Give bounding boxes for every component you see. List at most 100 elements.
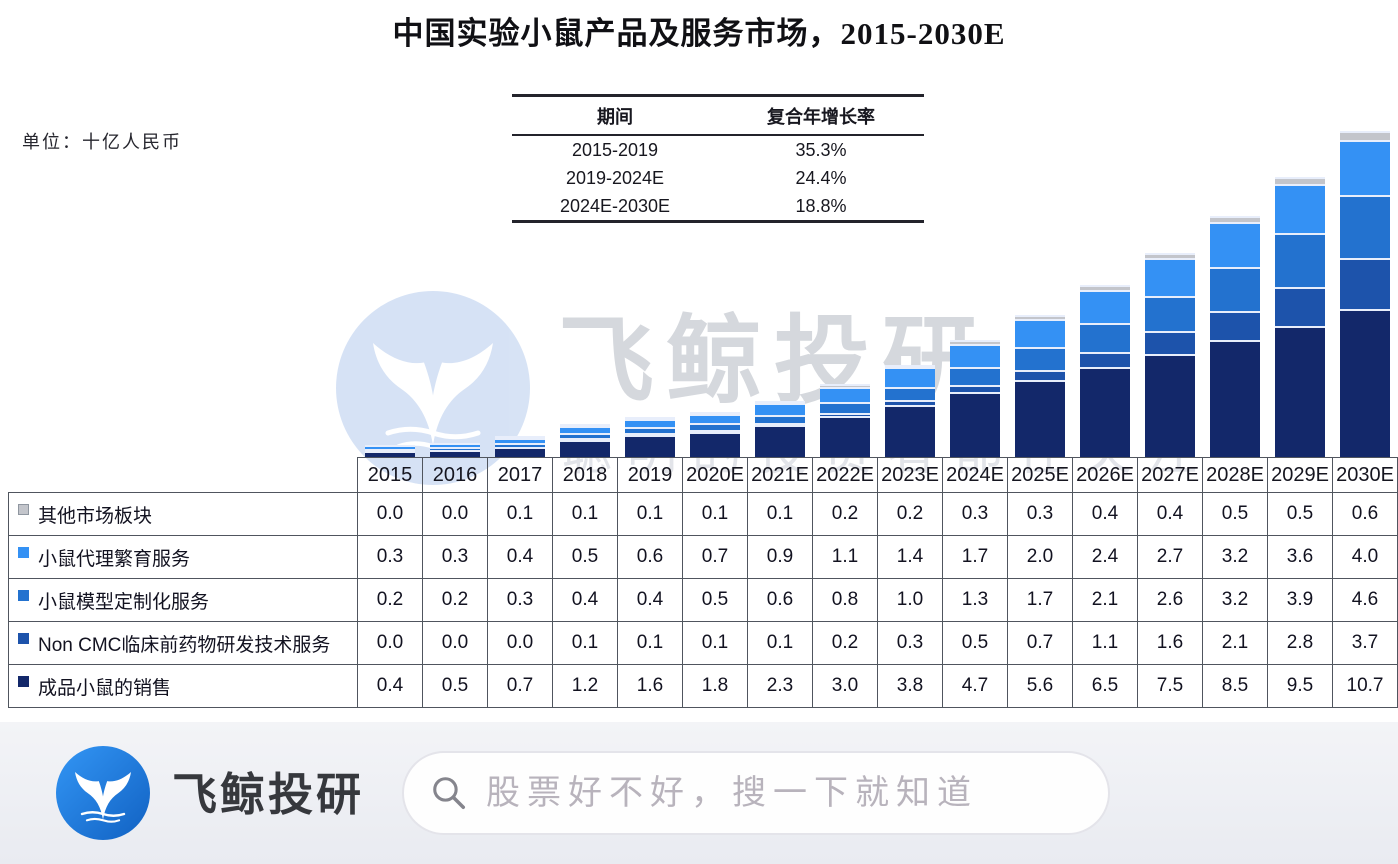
value-cell: 2.3	[747, 664, 813, 708]
value-cell: 0.0	[422, 492, 488, 536]
value-cell: 0.5	[552, 535, 618, 579]
bar-2023E	[878, 125, 943, 457]
bar-segment	[754, 415, 805, 424]
bar-segment	[754, 402, 805, 415]
bar-segment	[429, 450, 480, 457]
year-header-cell: 2024E	[942, 457, 1008, 493]
value-cell: 0.2	[812, 621, 878, 665]
value-cell: 7.5	[1137, 664, 1203, 708]
value-cell: 8.5	[1202, 664, 1268, 708]
cagr-table: 期间 复合年增长率 2015-2019 35.3% 2019-2024E 24.4% 2…	[512, 94, 924, 223]
value-cell: 0.9	[747, 535, 813, 579]
year-header-cell: 2028E	[1202, 457, 1268, 493]
bar-segment	[1080, 352, 1131, 368]
value-cell: 1.4	[877, 535, 943, 579]
bar-segment	[1210, 339, 1261, 457]
value-cell: 0.5	[942, 621, 1008, 665]
bar-segment	[885, 404, 936, 457]
bar-segment	[559, 432, 610, 439]
value-cell: 3.6	[1267, 535, 1333, 579]
table-row: 小鼠模型定制化服务 0.2 0.2 0.3 0.4 0.4 0.5 0.6 0.8 1.0 1.3 1…	[8, 578, 1398, 622]
search-icon	[433, 777, 466, 810]
bar-segment	[1340, 258, 1391, 310]
bar-segment	[950, 339, 1001, 344]
cagr-cell: 2015-2019	[571, 140, 659, 160]
year-header-cell: 2026E	[1072, 457, 1138, 493]
value-cell: 0.0	[422, 621, 488, 665]
value-cell: 1.3	[942, 578, 1008, 622]
value-cell: 0.6	[747, 578, 813, 622]
bar-segment	[559, 438, 610, 441]
value-cell: 0.0	[357, 621, 423, 665]
table-row: 小鼠代理繁育服务 0.3 0.3 0.4 0.5 0.6 0.7 0.9 1.1 1.4 1.7 2.…	[8, 535, 1398, 579]
year-header-cell: 2016	[422, 457, 488, 493]
value-cell: 0.4	[357, 664, 423, 708]
bar-segment	[950, 367, 1001, 386]
bar-2019	[617, 125, 682, 457]
cagr-row: 2019-2024E 24.4%	[512, 164, 924, 192]
bar-segment	[885, 367, 936, 387]
bar-segment	[494, 435, 545, 438]
bar-segment	[1340, 194, 1391, 259]
value-cell: 0.4	[487, 535, 553, 579]
value-cell: 1.1	[812, 535, 878, 579]
search-input[interactable]	[484, 772, 1108, 814]
bar-segment	[1210, 310, 1261, 340]
brand-name: 飞鲸投研	[172, 769, 365, 820]
year-header-cell: 2017	[487, 457, 553, 493]
bar-2024E	[943, 125, 1008, 457]
bar-segment	[819, 386, 870, 402]
bar-segment	[819, 412, 870, 416]
bar-segment	[754, 423, 805, 426]
bar-segment	[1275, 233, 1326, 288]
value-cell: 6.5	[1072, 664, 1138, 708]
bar-segment	[624, 419, 675, 428]
year-header-cell: 2020E	[682, 457, 748, 493]
bar-segment	[494, 437, 545, 444]
value-cell: 0.4	[617, 578, 683, 622]
value-cell: 0.4	[1137, 492, 1203, 536]
bar-segment	[689, 423, 740, 431]
value-cell: 0.2	[812, 492, 878, 536]
value-cell: 0.5	[422, 664, 488, 708]
bar-segment	[1015, 346, 1066, 371]
year-header-cell: 2030E	[1332, 457, 1398, 493]
year-header-cell: 2015	[357, 457, 423, 493]
value-cell: 0.1	[617, 492, 683, 536]
series-label-cell: 成品小鼠的销售	[8, 664, 358, 708]
value-cell: 4.0	[1332, 535, 1398, 579]
bar-2021E	[747, 125, 812, 457]
bar-segment	[1080, 367, 1131, 457]
bar-2018	[552, 125, 617, 457]
legend-marker-icon	[18, 546, 29, 558]
value-cell: 4.7	[942, 664, 1008, 708]
year-header-cell: 2022E	[812, 457, 878, 493]
value-cell: 0.3	[357, 535, 423, 579]
value-cell: 0.5	[682, 578, 748, 622]
series-label-cell: 其他市场板块	[8, 492, 358, 536]
bar-chart	[357, 125, 1398, 457]
value-cell: 3.2	[1202, 535, 1268, 579]
bar-segment	[1080, 290, 1131, 324]
cagr-header: 期间 复合年增长率	[512, 97, 924, 136]
year-header-cell: 2029E	[1267, 457, 1333, 493]
bar-segment	[950, 385, 1001, 393]
bar-segment	[1080, 284, 1131, 291]
cagr-rows: 2015-2019 35.3% 2019-2024E 24.4% 2024E-2030E…	[512, 136, 924, 220]
bar-segment	[885, 386, 936, 401]
year-header-cell: 2021E	[747, 457, 813, 493]
search-box[interactable]	[402, 751, 1110, 835]
bar-segment	[1015, 314, 1066, 320]
value-cell: 0.1	[487, 492, 553, 536]
cagr-cell: 35.3%	[795, 140, 847, 160]
bar-segment	[689, 413, 740, 424]
value-cell: 9.5	[1267, 664, 1333, 708]
series-label-cell: Non CMC临床前药物研发技术服务	[8, 621, 358, 665]
bar-2020E	[682, 125, 747, 457]
bar-segment	[624, 432, 675, 435]
value-cell: 0.3	[422, 535, 488, 579]
value-cell: 0.3	[487, 578, 553, 622]
table-row: 成品小鼠的销售 0.4 0.5 0.7 1.2 1.6 1.8 2.3 3.0 3.8 4.7 5.6…	[8, 664, 1398, 708]
legend-marker-icon	[18, 589, 29, 601]
